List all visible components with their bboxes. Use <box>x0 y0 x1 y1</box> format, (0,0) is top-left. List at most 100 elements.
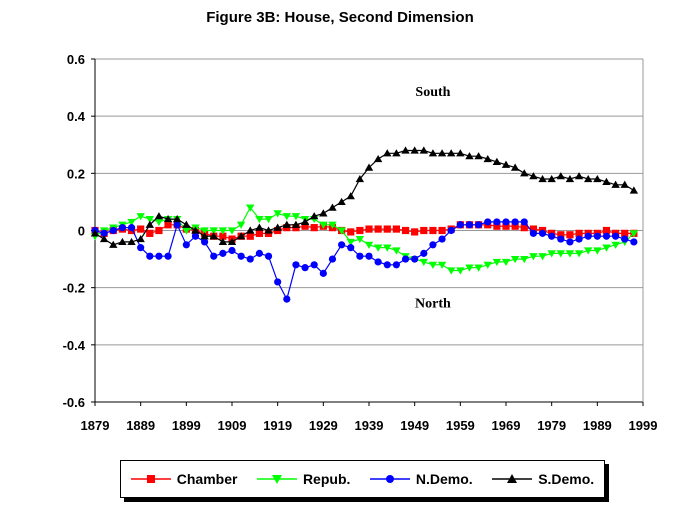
data-point <box>365 252 373 260</box>
legend-label: Chamber <box>176 471 238 487</box>
data-point <box>493 222 501 230</box>
legend-marker-icon <box>130 475 171 483</box>
data-point <box>173 214 182 223</box>
y-tick-label: -0.4 <box>63 338 86 353</box>
data-point <box>291 213 301 221</box>
data-point <box>118 237 127 246</box>
data-point <box>611 180 620 188</box>
data-point <box>629 186 639 194</box>
data-point <box>90 229 100 237</box>
data-point <box>492 258 502 267</box>
data-point <box>575 229 583 237</box>
data-point <box>501 160 511 168</box>
data-point <box>456 221 464 229</box>
data-point <box>364 163 374 171</box>
data-point <box>529 229 538 237</box>
legend: Chamber Repub. N.Demo. S.Demo. <box>120 460 605 498</box>
data-point <box>548 232 556 240</box>
data-point <box>255 215 264 224</box>
data-point <box>501 258 511 267</box>
x-tick-label: 1999 <box>629 418 658 433</box>
data-point <box>191 232 200 240</box>
data-point <box>465 264 474 272</box>
data-point <box>146 229 154 237</box>
data-point <box>566 238 574 246</box>
data-point <box>556 172 565 180</box>
data-point <box>383 261 391 269</box>
data-point <box>392 225 400 233</box>
data-point <box>565 250 575 258</box>
data-point <box>210 252 218 260</box>
y-tick-label: -0.6 <box>63 395 85 410</box>
data-point <box>420 249 428 257</box>
data-point <box>154 212 164 220</box>
legend-item: N.Demo. <box>369 471 473 487</box>
data-point <box>575 235 583 243</box>
data-point <box>337 227 346 235</box>
data-point <box>611 241 620 249</box>
data-point <box>547 250 556 258</box>
data-point <box>401 226 410 235</box>
data-point <box>474 264 483 272</box>
data-point <box>282 213 291 221</box>
data-point <box>145 215 154 224</box>
data-point <box>520 169 529 177</box>
legend-item: Repub. <box>256 471 350 487</box>
data-point <box>456 267 465 275</box>
data-point <box>273 223 282 231</box>
legend-item: Chamber <box>130 471 238 487</box>
legend-marker-icon <box>369 475 410 483</box>
data-point <box>484 218 492 226</box>
data-point <box>310 261 318 269</box>
data-point <box>538 253 547 261</box>
legend-marker-icon <box>492 474 533 483</box>
data-point <box>347 228 355 236</box>
data-point <box>621 229 629 237</box>
legend-label: N.Demo. <box>415 471 473 487</box>
data-point <box>392 149 401 157</box>
data-point <box>246 255 254 263</box>
data-point <box>383 149 392 157</box>
data-point <box>127 237 136 246</box>
data-point <box>118 224 126 232</box>
data-point <box>209 232 218 240</box>
data-point <box>246 204 255 212</box>
data-point <box>264 226 273 234</box>
data-point <box>236 221 246 229</box>
data-point <box>392 247 401 255</box>
data-point <box>419 258 428 267</box>
data-point <box>173 221 181 229</box>
data-point <box>520 224 528 232</box>
data-point <box>264 215 273 224</box>
data-point <box>291 220 301 228</box>
data-point <box>300 217 310 226</box>
data-point <box>411 228 419 236</box>
data-point <box>474 152 483 160</box>
data-point <box>602 232 611 240</box>
data-point <box>155 226 163 235</box>
data-point <box>328 255 337 263</box>
data-point <box>374 225 382 233</box>
data-point <box>246 232 254 240</box>
data-point <box>529 172 538 180</box>
x-tick-label: 1919 <box>263 418 292 433</box>
data-point <box>538 229 547 237</box>
data-point <box>566 231 574 239</box>
data-point <box>410 146 419 154</box>
data-point <box>310 212 319 220</box>
data-point <box>420 226 428 235</box>
legend-label: S.Demo. <box>538 471 595 487</box>
data-point <box>429 226 437 235</box>
data-point <box>437 149 447 157</box>
chart-title: Figure 3B: House, Second Dimension <box>206 9 474 26</box>
data-point <box>565 174 575 183</box>
x-tick-label: 1969 <box>492 418 521 433</box>
data-point <box>492 157 502 165</box>
data-point <box>237 252 245 260</box>
y-tick-label: 0.6 <box>67 52 85 67</box>
x-tick-label: 1889 <box>126 418 155 433</box>
data-point <box>136 234 145 243</box>
data-point <box>373 244 383 252</box>
data-point <box>511 218 519 226</box>
data-point <box>328 203 337 211</box>
